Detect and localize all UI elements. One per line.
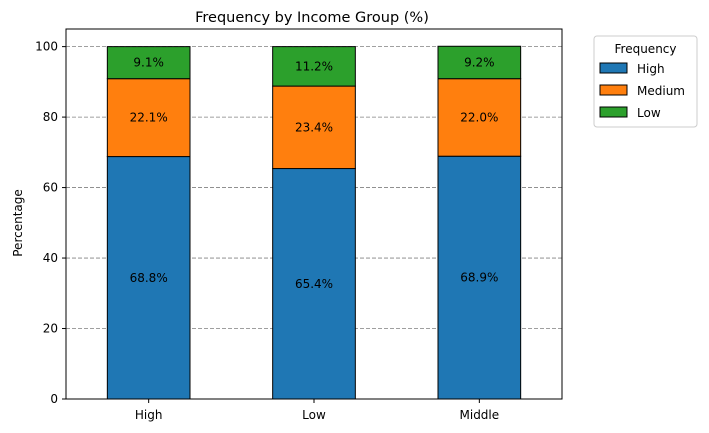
legend-label: Medium (637, 84, 685, 98)
bar-segment-low-middle (437, 45, 522, 80)
data-label: 23.4% (295, 120, 333, 134)
bar-segment-low-low (272, 46, 356, 87)
data-label: 11.2% (295, 59, 333, 73)
legend-swatch-medium (599, 84, 628, 96)
legend-title: Frequency (615, 42, 677, 56)
data-label: 65.4% (295, 277, 333, 291)
data-label: 68.9% (460, 271, 498, 285)
legend: Frequency High Medium Low (593, 35, 698, 128)
data-label: 22.0% (460, 110, 498, 124)
legend-box (593, 35, 698, 128)
legend-label: Low (637, 106, 661, 120)
y-tick-label: 80 (43, 110, 58, 124)
y-axis: 0 20 40 60 80 100 (35, 40, 66, 406)
bar-segment-medium-middle (437, 78, 522, 157)
data-label: 68.8% (130, 271, 168, 285)
data-label: 9.2% (464, 55, 495, 69)
bar-segment-high-middle (437, 155, 522, 400)
legend-label: High (637, 62, 665, 76)
y-axis-label: Percentage (11, 189, 25, 257)
bars (106, 45, 522, 400)
y-tick-label: 0 (50, 392, 58, 406)
data-label: 9.1% (133, 56, 164, 70)
data-label: 22.1% (130, 111, 168, 125)
bar-segment-medium-low (272, 85, 356, 170)
chart-title: Frequency by Income Group (%) (195, 10, 429, 26)
x-axis: High Low Middle (135, 399, 499, 422)
x-tick-label: High (135, 408, 163, 422)
bar-segment-high-low (272, 168, 356, 400)
y-tick-label: 20 (43, 322, 58, 336)
x-tick-label: Middle (460, 408, 500, 422)
bar-segment-low-high (106, 46, 191, 80)
y-tick-label: 40 (43, 251, 58, 265)
y-tick-label: 100 (35, 40, 58, 54)
x-tick-label: Low (302, 408, 326, 422)
value-labels: 68.8% 22.1% 9.1% 65.4% 23.4% 11.2% 68.9% 22.0% 9… (130, 55, 499, 290)
legend-swatch-high (599, 62, 628, 74)
legend-swatch-low (599, 106, 628, 118)
bar-segment-high-high (106, 156, 191, 400)
y-tick-label: 60 (43, 181, 58, 195)
